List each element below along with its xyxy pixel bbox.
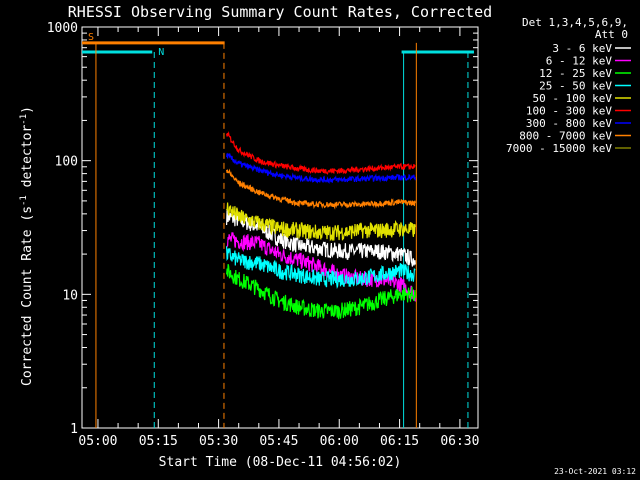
footer-timestamp: 23-Oct-2021 03:12 bbox=[554, 467, 636, 476]
y-tick-label: 100 bbox=[55, 155, 78, 170]
plot-frame bbox=[81, 26, 479, 429]
chart-title: RHESSI Observing Summary Count Rates, Co… bbox=[68, 3, 492, 21]
flag-label: S bbox=[88, 32, 94, 43]
legend-label: 50 - 100 keV bbox=[533, 92, 613, 105]
legend-header-line2: Att 0 bbox=[595, 28, 628, 41]
y-tick-label: 1 bbox=[70, 422, 78, 437]
y-tick-label: 1000 bbox=[47, 21, 78, 36]
x-tick-label: 05:00 bbox=[78, 434, 117, 449]
plot-area: 1 10 100 1000 05:00 05:15 05:30 05:45 06:00 06:15… bbox=[47, 21, 480, 449]
x-tick-label: 05:15 bbox=[139, 434, 178, 449]
legend-header-line1: Det 1,3,4,5,6,9, bbox=[522, 16, 628, 29]
x-tick-label: 06:30 bbox=[440, 434, 479, 449]
legend-label: 100 - 300 keV bbox=[526, 105, 612, 118]
x-tick-label: 05:45 bbox=[259, 434, 298, 449]
x-tick-label: 05:30 bbox=[199, 434, 238, 449]
y-tick-label: 10 bbox=[62, 288, 78, 303]
legend-label: 7000 - 15000 keV bbox=[506, 142, 612, 155]
x-axis-label: Start Time (08-Dec-11 04:56:02) bbox=[159, 455, 402, 470]
legend-label: 12 - 25 keV bbox=[539, 67, 612, 80]
x-tick-label: 06:00 bbox=[320, 434, 359, 449]
series-line bbox=[226, 202, 416, 242]
legend-label: 800 - 7000 keV bbox=[519, 130, 612, 143]
legend-label: 6 - 12 keV bbox=[546, 55, 613, 68]
legend-label: 25 - 50 keV bbox=[539, 80, 612, 93]
series-line bbox=[226, 131, 416, 175]
flag-label: N bbox=[158, 47, 164, 58]
series-line bbox=[226, 168, 416, 210]
legend-label: 3 - 6 keV bbox=[552, 42, 612, 55]
x-tick-label: 06:15 bbox=[380, 434, 419, 449]
legend-label: 300 - 800 keV bbox=[526, 117, 612, 130]
series-line bbox=[226, 246, 416, 289]
series-line bbox=[226, 232, 416, 302]
y-axis-label: Corrected Count Rate (s-1 detector-1) bbox=[19, 106, 35, 386]
series-line bbox=[226, 264, 416, 320]
series-line bbox=[226, 152, 416, 184]
